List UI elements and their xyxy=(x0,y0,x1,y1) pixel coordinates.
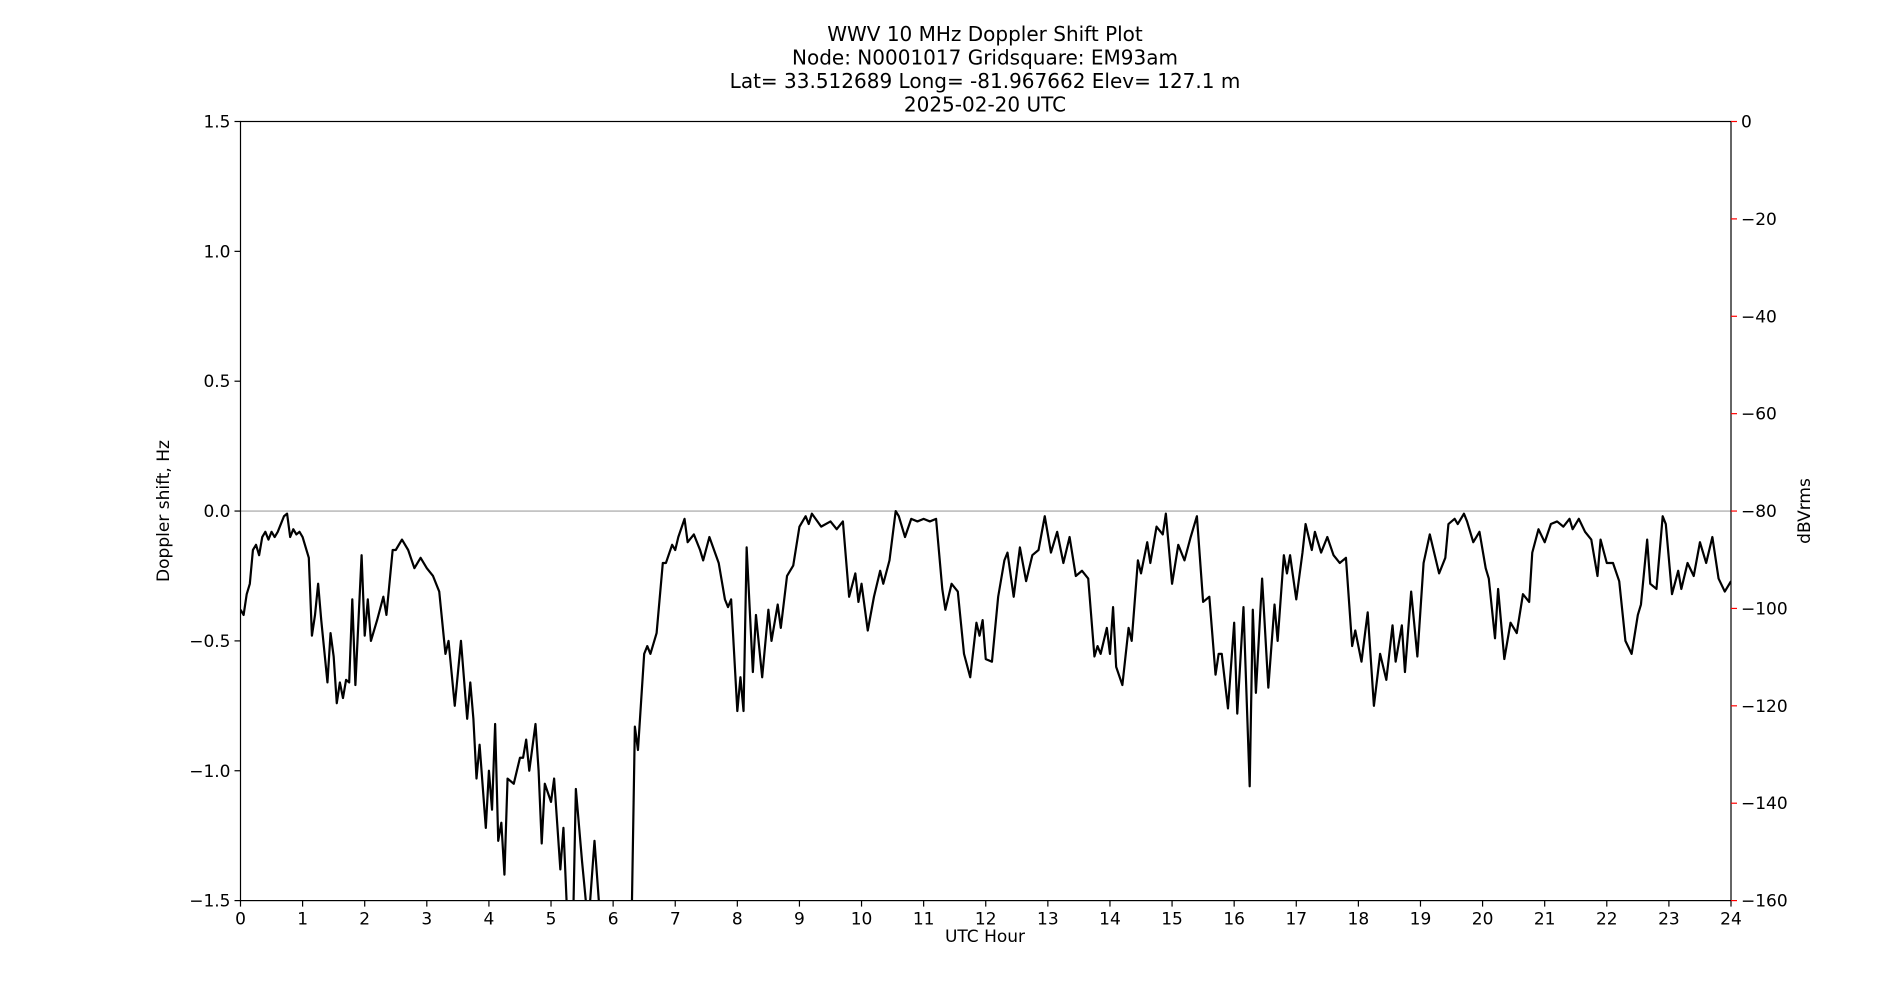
chart-title: Lat= 33.512689 Long= -81.967662 Elev= 12… xyxy=(730,69,1241,93)
x-tick-label: 11 xyxy=(913,910,935,930)
x-tick-label: 18 xyxy=(1348,910,1370,930)
x-tick-label: 8 xyxy=(732,910,743,930)
x-tick-label: 10 xyxy=(851,910,873,930)
y2-tick-label: −140 xyxy=(1741,794,1788,814)
x-tick-label: 22 xyxy=(1596,910,1618,930)
y-axis-label: Doppler shift, Hz xyxy=(154,440,174,582)
y2-tick-label: −40 xyxy=(1741,307,1777,327)
data-line xyxy=(240,509,1731,901)
x-tick-label: 19 xyxy=(1410,910,1432,930)
x-tick-label: 5 xyxy=(546,910,557,930)
x-tick-label: 12 xyxy=(975,910,997,930)
x-tick-label: 6 xyxy=(608,910,619,930)
y-tick-label: 0.5 xyxy=(203,372,230,392)
x-tick-label: 23 xyxy=(1658,910,1680,930)
x-tick-label: 15 xyxy=(1161,910,1183,930)
x-axis-label: UTC Hour xyxy=(945,927,1025,947)
x-tick-label: 20 xyxy=(1472,910,1494,930)
y-tick-label: −0.5 xyxy=(189,632,230,652)
x-tick-label: 16 xyxy=(1223,910,1245,930)
chart-title: Node: N0001017 Gridsquare: EM93am xyxy=(792,46,1178,70)
x-tick-label: 14 xyxy=(1099,910,1121,930)
x-tick-label: 9 xyxy=(794,910,805,930)
x-tick-label: 3 xyxy=(421,910,432,930)
x-tick-label: 1 xyxy=(297,910,308,930)
y2-tick-label: 0 xyxy=(1741,113,1752,133)
y2-tick-label: −20 xyxy=(1741,210,1777,230)
chart-title: WWV 10 MHz Doppler Shift Plot xyxy=(827,22,1143,46)
y2-tick-label: −120 xyxy=(1741,697,1788,717)
x-tick-label: 13 xyxy=(1037,910,1059,930)
y2-tick-label: −60 xyxy=(1741,405,1777,425)
x-tick-label: 4 xyxy=(484,910,495,930)
y-tick-label: −1.0 xyxy=(189,762,230,782)
y-tick-label: 0.0 xyxy=(203,502,230,522)
y-tick-label: −1.5 xyxy=(189,892,230,912)
y2-tick-label: −80 xyxy=(1741,502,1777,522)
y-tick-label: 1.0 xyxy=(203,242,230,262)
y2-tick-label: −100 xyxy=(1741,599,1788,619)
y2-axis-label: dBVrms xyxy=(1795,478,1815,544)
x-tick-label: 2 xyxy=(359,910,370,930)
x-tick-label: 0 xyxy=(235,910,246,930)
x-tick-label: 24 xyxy=(1720,910,1742,930)
chart-title: 2025-02-20 UTC xyxy=(904,93,1066,117)
y-tick-label: 1.5 xyxy=(203,113,230,133)
y2-tick-label: −160 xyxy=(1741,892,1788,912)
x-tick-label: 17 xyxy=(1285,910,1307,930)
x-tick-label: 21 xyxy=(1534,910,1556,930)
x-tick-label: 7 xyxy=(670,910,681,930)
